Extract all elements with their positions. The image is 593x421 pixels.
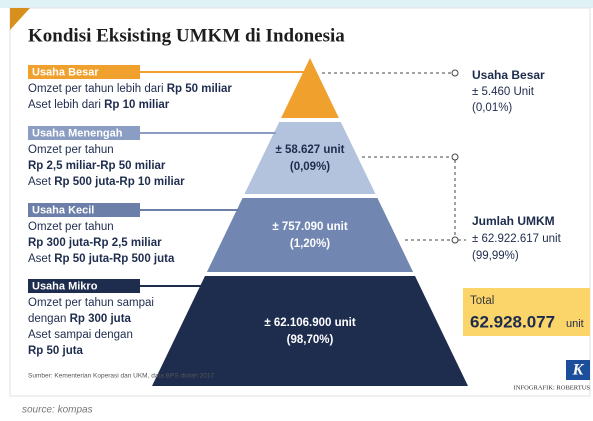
- total-label: Total: [470, 295, 494, 307]
- pyramid-layer: [281, 58, 339, 118]
- header-box: [28, 126, 140, 140]
- pyramid: ± 58.627 unit (0,09%) ± 757.090 unit (1,20%…: [152, 58, 468, 386]
- tier-criterion: Rp 50 juta: [28, 345, 84, 357]
- layer-count: ± 757.090 unit: [272, 221, 348, 233]
- header-box: [28, 65, 140, 79]
- criterion-text: Aset lebih dari: [28, 99, 104, 111]
- criterion-amount: Rp 2,5 miliar-Rp 50 miliar: [28, 160, 166, 172]
- tier-criterion: Rp 300 juta-Rp 2,5 miliar: [28, 237, 162, 249]
- tier-criterion: Aset sampai dengan: [28, 329, 133, 341]
- criterion-amount: Rp 300 juta-Rp 2,5 miliar: [28, 237, 162, 249]
- criterion-text: Omzet per tahun: [28, 144, 114, 156]
- besar-count: ± 5.460 Unit: [472, 86, 535, 98]
- layer-share: (1,20%): [290, 238, 330, 250]
- credit: INFOGRAFIK: ROBERTUS: [514, 384, 591, 391]
- umkm-count: ± 62.922.617 unit: [472, 233, 562, 245]
- dot: [451, 236, 459, 244]
- total-value: 62.928.077: [470, 312, 555, 331]
- tier-criterion: Omzet per tahun: [28, 221, 114, 233]
- layer-share: (0,09%): [290, 161, 330, 173]
- tier-name: Usaha Kecil: [32, 204, 94, 216]
- logo: K: [572, 362, 585, 379]
- umkm-name: Jumlah UMKM: [472, 214, 555, 228]
- connectors: [322, 72, 466, 241]
- criterion-text: Aset sampai dengan: [28, 329, 133, 341]
- criterion-amount: Rp 500 juta-Rp 10 miliar: [54, 176, 185, 188]
- criterion-text: Omzet per tahun: [28, 221, 114, 233]
- layer-count: ± 62.106.900 unit: [264, 317, 356, 329]
- criterion-amount: Rp 10 miliar: [104, 99, 170, 111]
- tier-criterion: Aset Rp 50 juta-Rp 500 juta: [28, 253, 175, 265]
- dot: [451, 153, 459, 161]
- pyramid-layer: [206, 198, 414, 272]
- layer-share: (98,70%): [287, 334, 334, 346]
- connector-dots: [451, 69, 459, 244]
- total-unit: unit: [566, 318, 584, 330]
- tier-criterion: Rp 2,5 miliar-Rp 50 miliar: [28, 160, 166, 172]
- tier-name: Usaha Menengah: [32, 127, 123, 139]
- criterion-text: Aset: [28, 253, 54, 265]
- title: Kondisi Eksisting UMKM di Indonesia: [28, 25, 345, 46]
- tier-criterion: Aset lebih dari Rp 10 miliar: [28, 99, 170, 111]
- top-band: [0, 0, 593, 8]
- besar-name: Usaha Besar: [472, 68, 545, 82]
- header-box: [28, 279, 140, 293]
- corner: [10, 8, 30, 30]
- pyramid-layer: [152, 276, 468, 386]
- criterion-amount: Rp 50 juta: [28, 345, 84, 357]
- tier-name: Usaha Besar: [32, 66, 99, 78]
- tier-criterion: Omzet per tahun lebih dari Rp 50 miliar: [28, 83, 232, 95]
- criterion-amount: Rp 300 juta: [70, 313, 132, 325]
- tier-criterion: Aset Rp 500 juta-Rp 10 miliar: [28, 176, 185, 188]
- header-box: [28, 203, 140, 217]
- criterion-text: Omzet per tahun sampai: [28, 297, 154, 309]
- source-note: Sumber: Kementerian Koperasi dan UKM, da…: [28, 373, 214, 380]
- logo-box: [566, 360, 590, 380]
- umkm-share: (99,99%): [472, 250, 519, 262]
- total-box: [463, 288, 590, 336]
- criterion-text: Omzet per tahun lebih dari: [28, 83, 167, 95]
- besar-share: (0,01%): [472, 102, 512, 114]
- tier-criterion: Omzet per tahun: [28, 144, 114, 156]
- tier-criterion: dengan Rp 300 juta: [28, 313, 132, 325]
- tier-criterion: Omzet per tahun sampai: [28, 297, 154, 309]
- pyramid-layer: [244, 122, 376, 194]
- criterion-text: dengan: [28, 313, 70, 325]
- criterion-amount: Rp 50 juta-Rp 500 juta: [54, 253, 175, 265]
- dot: [451, 69, 459, 77]
- criterion-text: Aset: [28, 176, 54, 188]
- tier-name: Usaha Mikro: [32, 280, 98, 292]
- criterion-amount: Rp 50 miliar: [167, 83, 233, 95]
- layer-count: ± 58.627 unit: [276, 144, 345, 156]
- caption: source: kompas: [22, 405, 93, 416]
